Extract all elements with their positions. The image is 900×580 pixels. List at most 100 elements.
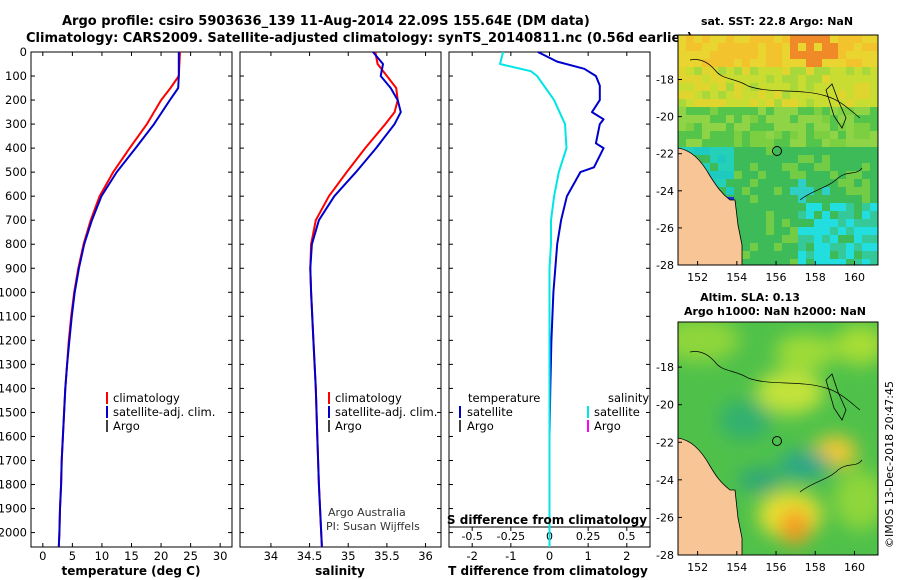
sst-cell xyxy=(742,107,750,115)
sst-cell xyxy=(870,35,878,43)
sst-cell xyxy=(718,67,726,75)
sst-cell xyxy=(718,115,726,123)
sst-cell xyxy=(854,35,862,43)
sst-cell xyxy=(870,51,878,59)
sst-cell xyxy=(830,211,838,219)
sst-cell xyxy=(694,67,702,75)
sst-cell xyxy=(822,219,830,227)
legend-argo-label: Argo xyxy=(113,419,140,433)
latitude-tick-label: -24 xyxy=(656,185,674,198)
sst-cell xyxy=(758,195,766,203)
sst-cell xyxy=(758,67,766,75)
sst-cell xyxy=(774,163,782,171)
sst-cell xyxy=(758,203,766,211)
latitude-tick-label: -18 xyxy=(656,74,674,87)
sst-cell xyxy=(726,83,734,91)
sst-cell xyxy=(710,131,718,139)
depth-tick-label: 500 xyxy=(5,165,27,179)
sst-cell xyxy=(790,163,798,171)
sla-anomaly-blob xyxy=(779,451,831,479)
sst-cell xyxy=(718,51,726,59)
depth-tick-label: 1600 xyxy=(0,429,27,443)
sst-cell xyxy=(806,171,814,179)
x-tick-label: 0 xyxy=(546,549,553,563)
sst-cell xyxy=(814,227,822,235)
sst-cell xyxy=(710,99,718,107)
sst-cell xyxy=(798,259,806,265)
sst-cell xyxy=(822,43,830,51)
sst-cell xyxy=(870,195,878,203)
sst-cell xyxy=(702,43,710,51)
sst-cell xyxy=(806,107,814,115)
sst-cell xyxy=(854,227,862,235)
x-tick-label: 25 xyxy=(183,549,198,563)
sst-cell xyxy=(790,99,798,107)
sst-cell xyxy=(766,139,774,147)
sst-cell xyxy=(846,155,854,163)
sst-cell xyxy=(686,107,694,115)
x-tick-label: -1 xyxy=(505,549,516,563)
sst-cell xyxy=(846,59,854,67)
sst-cell xyxy=(790,219,798,227)
depth-tick-label: 1300 xyxy=(0,357,27,371)
depth-tick-label: 600 xyxy=(5,189,27,203)
sst-cell xyxy=(854,67,862,75)
sst-cell xyxy=(814,203,822,211)
sst-cell xyxy=(678,83,686,91)
sst-cell xyxy=(766,43,774,51)
sst-cell xyxy=(814,67,822,75)
sst-cell xyxy=(718,139,726,147)
sst-cell xyxy=(862,243,870,251)
sst-cell xyxy=(766,51,774,59)
sst-cell xyxy=(854,131,862,139)
s-satellite-diff-line xyxy=(499,51,568,547)
sst-cell xyxy=(806,91,814,99)
sst-cell xyxy=(766,83,774,91)
depth-tick-label: 2000 xyxy=(0,526,27,540)
sst-cell xyxy=(702,131,710,139)
sst-cell xyxy=(854,243,862,251)
sst-cell xyxy=(790,211,798,219)
sst-cell xyxy=(758,251,766,259)
sla-anomaly-blob xyxy=(678,322,740,362)
sst-cell xyxy=(774,187,782,195)
sst-cell xyxy=(814,35,822,43)
x-tick-label: 35 xyxy=(341,549,356,563)
sst-cell xyxy=(870,203,878,211)
sst-cell xyxy=(782,227,790,235)
sst-cell xyxy=(726,107,734,115)
sst-cell xyxy=(686,67,694,75)
sst-cell xyxy=(862,195,870,203)
sst-cell xyxy=(702,51,710,59)
salinity-axis-label: salinity xyxy=(315,564,365,578)
sst-cell xyxy=(782,187,790,195)
sst-cell xyxy=(782,115,790,123)
sst-cell xyxy=(790,179,798,187)
sst-cell xyxy=(686,131,694,139)
sst-cell xyxy=(758,211,766,219)
sst-cell xyxy=(822,259,830,265)
sst-cell xyxy=(790,43,798,51)
sst-cell xyxy=(870,43,878,51)
sst-cell xyxy=(782,67,790,75)
salinity-legend: climatology satellite-adj. clim. Argo xyxy=(328,391,437,433)
sst-cell xyxy=(822,139,830,147)
sst-cell xyxy=(838,75,846,83)
sst-cell xyxy=(806,99,814,107)
sst-cell xyxy=(710,75,718,83)
sst-cell xyxy=(742,43,750,51)
sst-cell xyxy=(750,75,758,83)
sst-cell xyxy=(742,139,750,147)
sst-cell xyxy=(718,75,726,83)
sst-cell xyxy=(790,59,798,67)
sla-latitude-ticks: -18 -20 -22 -24 -26 -28 xyxy=(656,361,682,562)
sst-cell xyxy=(862,123,870,131)
sst-cell xyxy=(710,163,718,171)
sst-cell xyxy=(734,91,742,99)
sst-cell xyxy=(766,203,774,211)
sst-cell xyxy=(830,203,838,211)
sst-cell xyxy=(862,251,870,259)
sst-cell xyxy=(870,227,878,235)
sst-cell xyxy=(838,235,846,243)
